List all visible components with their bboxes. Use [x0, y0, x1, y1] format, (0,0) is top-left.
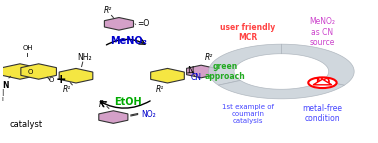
- Text: NO₂: NO₂: [141, 110, 156, 119]
- Text: EtOH: EtOH: [115, 97, 142, 107]
- Text: R²: R²: [204, 53, 213, 62]
- Polygon shape: [209, 44, 281, 85]
- Text: l: l: [2, 97, 3, 102]
- Polygon shape: [59, 68, 93, 83]
- Polygon shape: [151, 68, 184, 83]
- Text: CN: CN: [191, 73, 202, 82]
- Text: =O: =O: [137, 19, 149, 28]
- Polygon shape: [313, 79, 332, 85]
- Polygon shape: [104, 17, 133, 30]
- Text: |: |: [1, 89, 4, 96]
- Polygon shape: [2, 64, 38, 79]
- Text: R¹: R¹: [156, 85, 164, 94]
- Text: MeNO₂: MeNO₂: [110, 36, 147, 46]
- Text: OH: OH: [22, 45, 33, 51]
- Polygon shape: [99, 111, 128, 123]
- Polygon shape: [218, 80, 344, 99]
- Text: O: O: [27, 68, 33, 75]
- Text: R²: R²: [104, 6, 112, 15]
- Text: NH₂: NH₂: [77, 53, 92, 62]
- Text: N: N: [2, 81, 8, 90]
- Text: R¹: R¹: [63, 85, 71, 94]
- Text: metal-free
condition: metal-free condition: [302, 104, 342, 123]
- Polygon shape: [186, 65, 215, 78]
- Text: 1st example of
coumarin
catalysis: 1st example of coumarin catalysis: [222, 104, 274, 124]
- Text: N: N: [187, 66, 193, 75]
- Text: O: O: [49, 77, 54, 83]
- Text: +: +: [56, 73, 67, 86]
- Text: R²: R²: [99, 100, 107, 109]
- Text: green
approach: green approach: [205, 62, 246, 81]
- Text: NO: NO: [315, 78, 330, 87]
- Polygon shape: [281, 44, 354, 85]
- Text: MeNO₂
as CN
source: MeNO₂ as CN source: [310, 17, 335, 47]
- Circle shape: [308, 77, 337, 88]
- Polygon shape: [21, 64, 56, 79]
- Text: user friendly
MCR: user friendly MCR: [220, 23, 276, 42]
- Text: catalyst: catalyst: [10, 120, 43, 129]
